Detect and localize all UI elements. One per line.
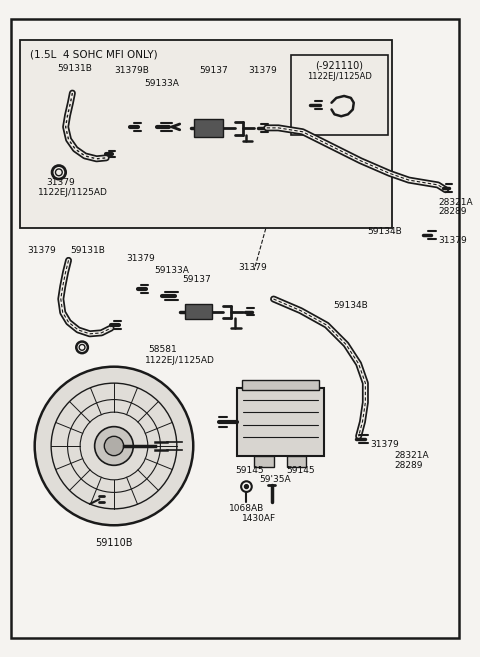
Bar xyxy=(184,304,212,319)
Text: 59137: 59137 xyxy=(199,66,228,76)
Circle shape xyxy=(104,436,124,456)
Text: 1122EJ/1125AD: 1122EJ/1125AD xyxy=(37,188,108,197)
Text: 59134B: 59134B xyxy=(334,302,368,310)
Text: 59'35A: 59'35A xyxy=(260,475,291,484)
Text: 28321A: 28321A xyxy=(395,451,429,460)
Bar xyxy=(194,119,223,137)
Text: 31379: 31379 xyxy=(438,235,467,244)
Text: 59145: 59145 xyxy=(235,466,264,474)
Text: 59134B: 59134B xyxy=(367,227,402,236)
Text: 28289: 28289 xyxy=(438,206,467,215)
Text: 31379: 31379 xyxy=(127,254,156,263)
Circle shape xyxy=(35,367,193,525)
Text: 1122EJ/1125AD: 1122EJ/1125AD xyxy=(145,356,215,365)
Text: 59131B: 59131B xyxy=(71,246,105,255)
Text: (1.5L  4 SOHC MFI ONLY): (1.5L 4 SOHC MFI ONLY) xyxy=(30,49,157,59)
Bar xyxy=(237,388,324,456)
Text: 31379B: 31379B xyxy=(114,66,149,76)
Text: 31379: 31379 xyxy=(371,440,399,449)
Bar xyxy=(287,456,306,467)
Bar xyxy=(20,40,393,229)
Bar xyxy=(254,456,274,467)
Text: (-921110): (-921110) xyxy=(315,60,363,70)
Text: 59133A: 59133A xyxy=(155,265,190,275)
Text: 28321A: 28321A xyxy=(438,198,472,207)
Text: 59145: 59145 xyxy=(286,466,315,474)
Text: 58581: 58581 xyxy=(148,345,177,353)
Bar xyxy=(291,55,388,135)
Text: 1068AB: 1068AB xyxy=(229,505,264,513)
Text: 59133A: 59133A xyxy=(144,79,179,88)
Circle shape xyxy=(244,485,248,489)
Circle shape xyxy=(95,426,133,465)
Text: 28289: 28289 xyxy=(395,461,423,470)
Text: 31379: 31379 xyxy=(27,246,56,255)
Text: 1122EJ/1125AD: 1122EJ/1125AD xyxy=(307,72,372,81)
Text: 31379: 31379 xyxy=(47,179,75,187)
Text: 59110B: 59110B xyxy=(95,537,133,548)
Bar xyxy=(241,380,319,390)
Text: 31379: 31379 xyxy=(249,66,277,76)
Text: 31379: 31379 xyxy=(238,263,266,271)
Text: 59137: 59137 xyxy=(182,275,211,284)
Text: 1430AF: 1430AF xyxy=(242,514,276,523)
Text: 59131B: 59131B xyxy=(57,64,92,74)
